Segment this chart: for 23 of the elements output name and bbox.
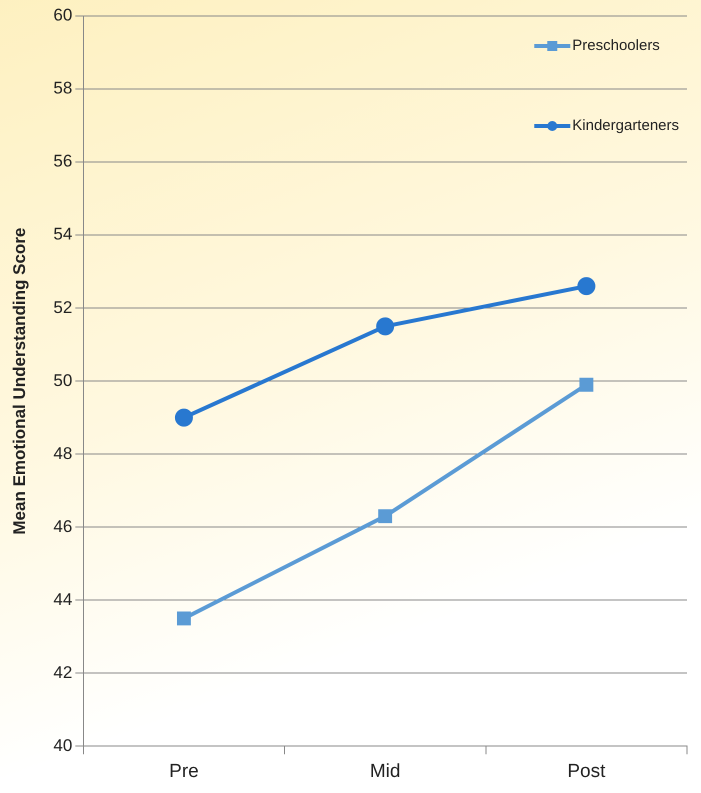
y-tick-label: 40 (53, 736, 72, 755)
y-tick-label: 48 (53, 444, 72, 463)
y-tick-label: 42 (53, 662, 72, 682)
point (378, 509, 392, 524)
point (174, 408, 193, 427)
x-tick-label: Pre (169, 760, 199, 782)
y-tick-label: 56 (53, 152, 72, 171)
point (577, 277, 596, 296)
y-tick-label: 50 (53, 370, 72, 390)
x-tick-label: Post (567, 760, 606, 782)
y-axis-title: Mean Emotional Understanding Score (10, 228, 29, 535)
y-tick-label: 60 (53, 6, 72, 25)
point (579, 378, 594, 392)
y-tick-label: 46 (53, 516, 72, 536)
y-tick-label: 52 (53, 298, 72, 317)
point (376, 317, 394, 336)
point (176, 611, 191, 626)
legend-label: Preschoolers (572, 37, 660, 54)
y-tick-label: 54 (53, 224, 72, 244)
y-tick-label: 58 (53, 78, 72, 98)
x-tick-label: Mid (370, 760, 400, 782)
legend-label: Kindergarteners (572, 117, 680, 134)
y-tick-label: 44 (53, 590, 72, 609)
